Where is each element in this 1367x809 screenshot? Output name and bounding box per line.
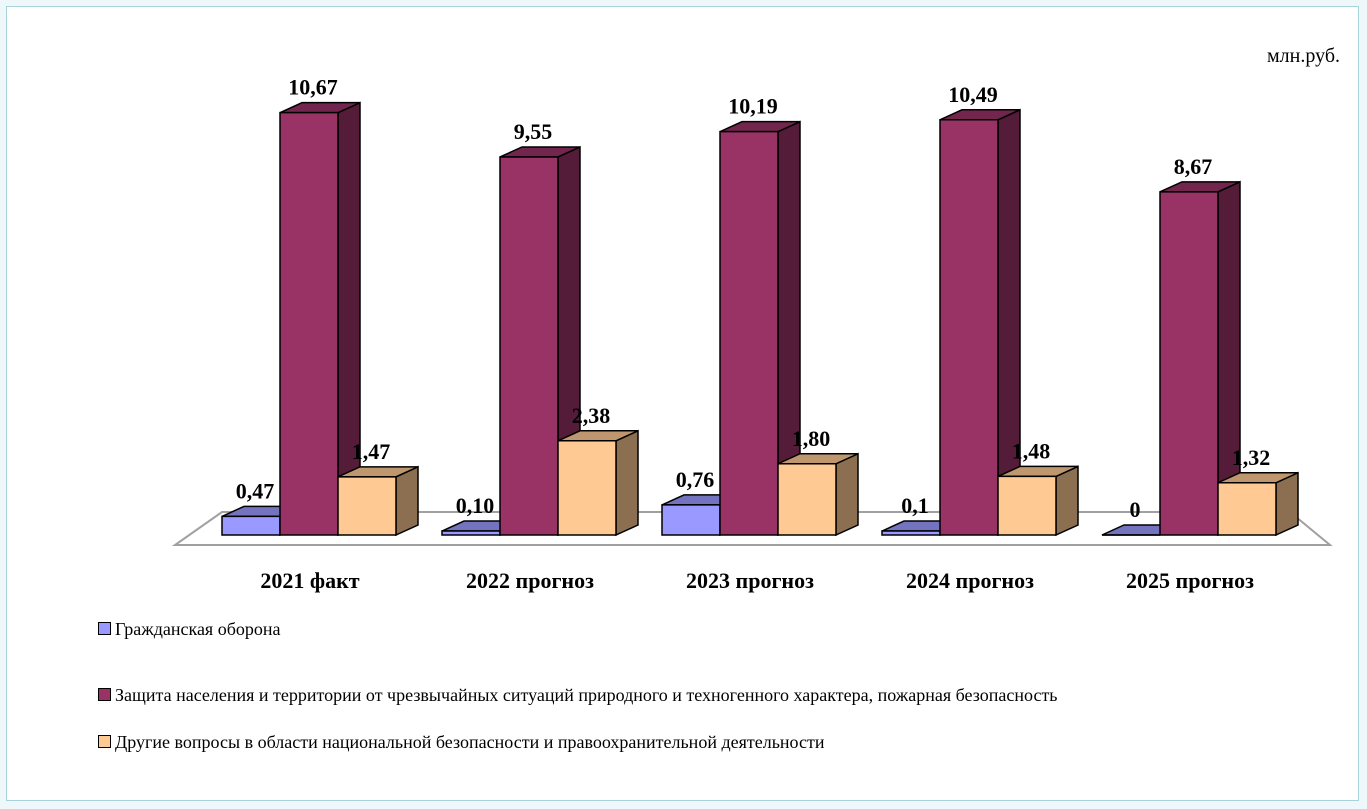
bar-side	[615, 429, 639, 537]
data-label: 1,32	[1232, 445, 1271, 470]
legend-swatch	[98, 688, 111, 701]
bar	[777, 452, 859, 537]
bar	[997, 465, 1079, 537]
data-label: 9,55	[514, 119, 553, 144]
bar-side	[1275, 471, 1299, 537]
data-label: 8,67	[1174, 154, 1213, 179]
data-label: 0	[1130, 497, 1141, 522]
bar-side	[835, 452, 859, 537]
bar-front	[337, 476, 397, 536]
bar-front	[221, 515, 281, 536]
x-tick-label: 2022 прогноз	[466, 568, 594, 593]
data-label: 10,67	[288, 75, 338, 100]
unit-label: млн.руб.	[1267, 45, 1340, 67]
bar-front	[1217, 482, 1277, 536]
bar-front	[441, 530, 501, 536]
x-tick-label: 2025 прогноз	[1126, 568, 1254, 593]
bar	[337, 465, 419, 537]
chart-frame	[6, 6, 1359, 801]
data-label: 0,47	[236, 478, 275, 503]
legend-item: Защита населения и территории от чрезвыч…	[98, 684, 1328, 707]
data-label: 10,49	[948, 82, 998, 107]
bar	[1217, 471, 1299, 537]
data-label: 1,80	[792, 426, 831, 451]
bar-side	[395, 465, 419, 537]
legend-label: Другие вопросы в области национальной бе…	[115, 732, 825, 752]
bar-front	[881, 530, 941, 536]
bar	[939, 108, 1021, 537]
data-label: 1,47	[352, 439, 391, 464]
x-tick-label: 2024 прогноз	[906, 568, 1034, 593]
bar-front	[997, 475, 1057, 536]
bar-front	[557, 440, 617, 536]
x-tick-label: 2021 факт	[260, 568, 359, 593]
x-tick-label: 2023 прогноз	[686, 568, 814, 593]
legend-swatch	[98, 622, 111, 635]
bar-side	[1055, 465, 1079, 537]
bar-front	[499, 156, 559, 536]
data-label: 2,38	[572, 403, 611, 428]
data-label: 0,76	[676, 467, 715, 492]
bar-front	[1159, 191, 1219, 536]
bar	[719, 120, 801, 537]
bar-front	[939, 119, 999, 536]
legend-label: Гражданская оборона	[115, 619, 281, 639]
bar	[557, 429, 639, 537]
data-label: 1,48	[1012, 438, 1051, 463]
legend-item: Гражданская оборона	[98, 618, 1328, 641]
bar-front	[719, 130, 779, 536]
bar-front	[661, 504, 721, 536]
bar-front	[777, 463, 837, 536]
legend-item: Другие вопросы в области национальной бе…	[98, 731, 1328, 754]
bar	[279, 101, 361, 537]
legend-label: Защита населения и территории от чрезвыч…	[115, 685, 1058, 705]
legend-swatch	[98, 735, 111, 748]
bar-front	[279, 111, 339, 536]
data-label: 0,1	[901, 493, 929, 518]
bar	[1159, 180, 1241, 537]
data-label: 0,10	[456, 493, 495, 518]
data-label: 10,19	[728, 94, 778, 119]
